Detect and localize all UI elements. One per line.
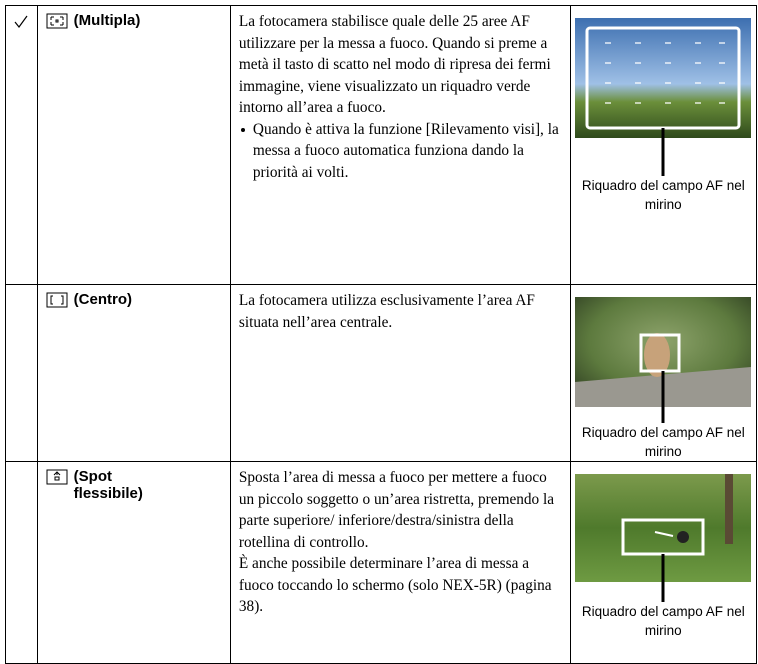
caption: Riquadro del campo AF nel mirino [581, 604, 745, 638]
image-cell: Riquadro del campo AF nel mirino [569, 5, 758, 285]
mode-cell: (Centro) [36, 284, 231, 462]
caption: Riquadro del campo AF nel mirino [581, 425, 745, 459]
image-cell: Riquadro del campo AF nel mirino [569, 461, 758, 664]
viewfinder-image [575, 297, 752, 423]
caption: Riquadro del campo AF nel mirino [581, 178, 745, 212]
mode-name: (Multipla) [73, 12, 141, 29]
mode-name: (Centro) [73, 291, 132, 308]
mode-cell: (Spot flessibile) [36, 461, 231, 664]
page: (Multipla) La fotocamera stabilisce qual… [5, 5, 758, 664]
mode-cell: (Multipla) [36, 5, 231, 285]
mode-name: (Spot flessibile) [73, 468, 143, 502]
description-cell: Sposta l’area di messa a fuoco per mette… [229, 461, 571, 664]
description: La fotocamera utilizza esclusivamente l’… [238, 292, 535, 331]
check-cell [5, 5, 38, 285]
mode-icon [46, 13, 68, 29]
bullet-list: Quando è attiva la funzione [Rilevamento… [239, 119, 562, 184]
check-cell [5, 461, 38, 664]
image-cell: Riquadro del campo AF nel mirino [569, 284, 758, 462]
description-cell: La fotocamera utilizza esclusivamente l’… [229, 284, 571, 462]
description: La fotocamera stabilisce quale delle 25 … [238, 13, 551, 116]
af-table: (Multipla) La fotocamera stabilisce qual… [5, 5, 758, 664]
viewfinder-image [575, 18, 752, 176]
mode-icon [46, 469, 68, 485]
check-cell [5, 284, 38, 462]
description-cell: La fotocamera stabilisce quale delle 25 … [229, 5, 571, 285]
description: È anche possibile determinare l’area di … [238, 555, 552, 615]
viewfinder-image [575, 474, 752, 602]
description: Sposta l’area di messa a fuoco per mette… [238, 469, 555, 551]
mode-icon [46, 292, 68, 308]
bullet: Quando è attiva la funzione [Rilevamento… [240, 119, 562, 184]
check-icon [14, 15, 28, 28]
